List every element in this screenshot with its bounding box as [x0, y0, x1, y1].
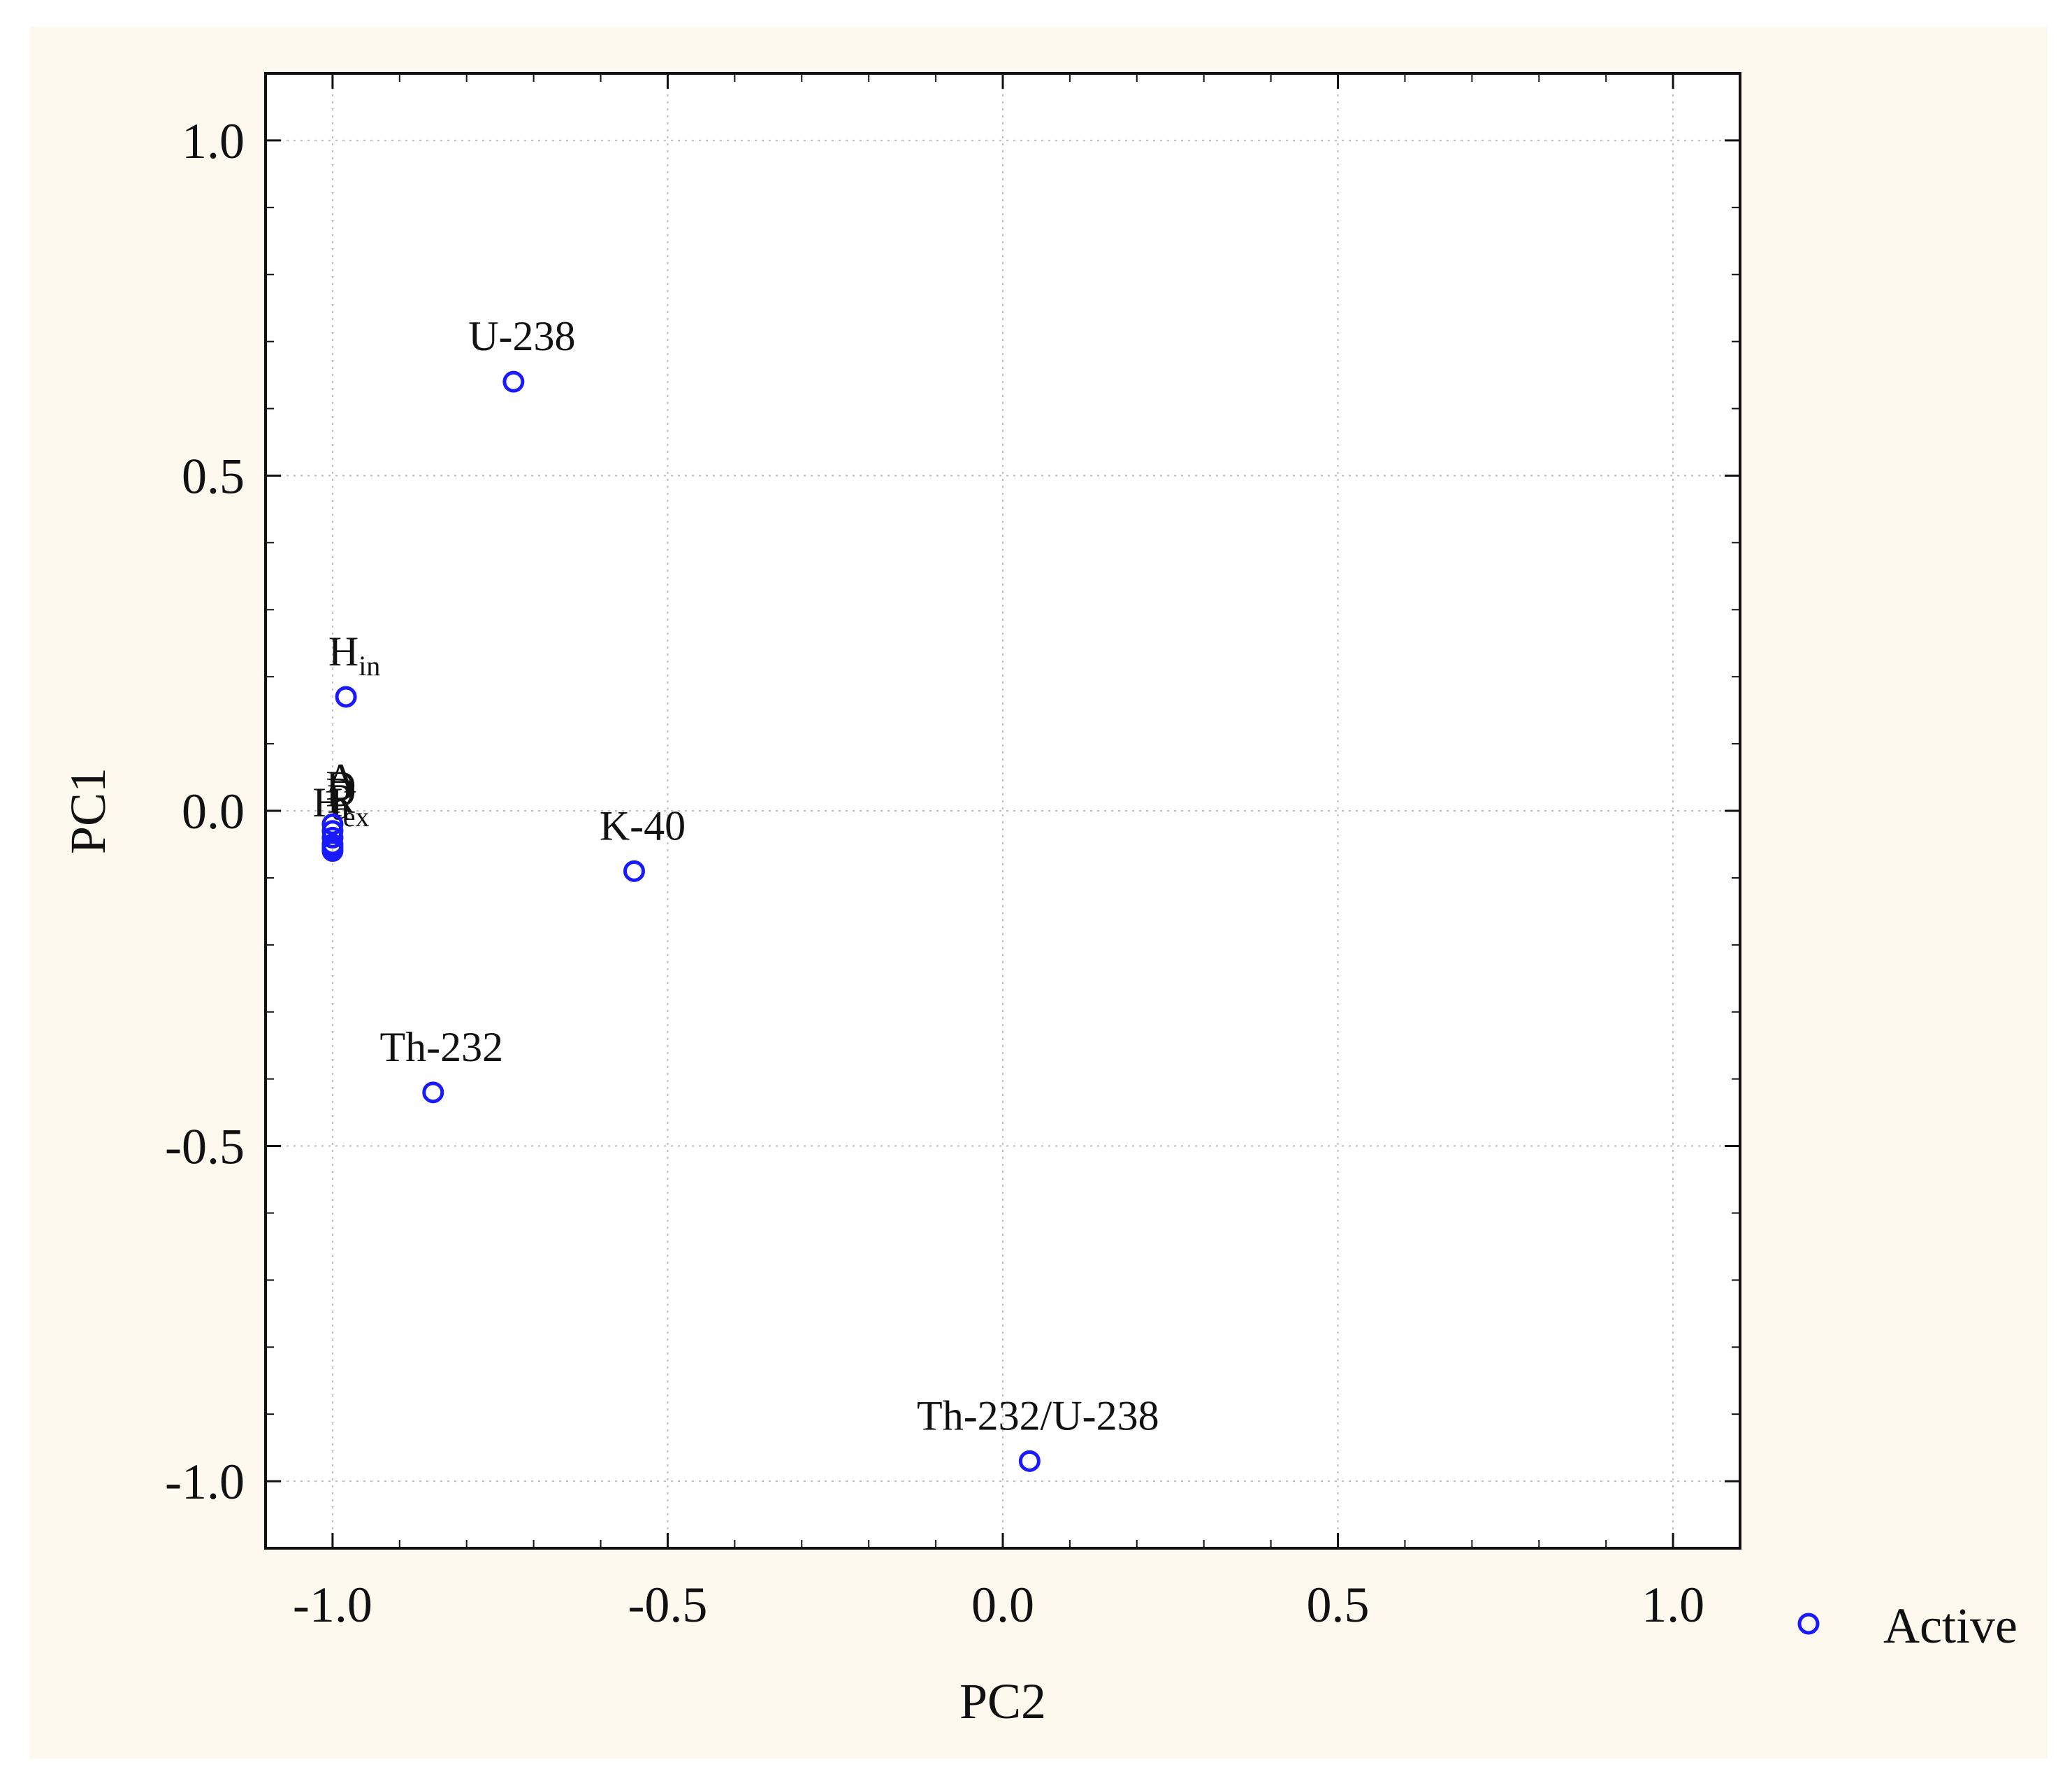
x-tick-label: 0.0: [971, 1577, 1034, 1633]
data-points: [321, 370, 1041, 1472]
y-axis-label: PC1: [60, 767, 116, 854]
data-point: [502, 370, 525, 393]
data-point: [422, 1081, 444, 1104]
gridlines: [266, 73, 1740, 1548]
data-point: [321, 826, 344, 849]
point-label: K-40: [600, 802, 686, 849]
data-point: [321, 813, 344, 835]
x-tick-label: 1.0: [1642, 1577, 1704, 1633]
tick-labels: -1.0 -0.5 0.0 0.5 1.0 -1.0 -0.5 0.0 0.5 1.0: [165, 113, 1704, 1633]
point-label: U-238: [468, 313, 575, 359]
legend-label-active: Active: [1883, 1598, 2017, 1654]
data-point: [321, 840, 344, 863]
point-label-subscript: ex: [343, 801, 370, 832]
x-axis-label: PC2: [959, 1673, 1046, 1729]
data-point: [623, 860, 645, 882]
x-tick-label: -0.5: [628, 1577, 707, 1633]
y-tick-label: -1.0: [165, 1454, 245, 1510]
point-label: Th-232/U-238: [917, 1392, 1159, 1438]
point-label: D: [326, 769, 356, 815]
x-tick-label: -1.0: [293, 1577, 372, 1633]
y-tick-label: 1.0: [182, 113, 245, 169]
data-point: [335, 686, 357, 708]
plot-area-background: [266, 73, 1740, 1548]
point-label-subscript: in: [358, 650, 380, 682]
point-label: D: [326, 763, 356, 809]
point-label: A: [326, 756, 356, 802]
legend: Active: [1797, 1598, 2017, 1654]
x-tick-label: 0.5: [1307, 1577, 1370, 1633]
major-ticks: [266, 73, 1740, 1548]
y-tick-label: 0.0: [182, 784, 245, 839]
legend-marker-active: [1797, 1613, 1820, 1635]
data-point: [1018, 1450, 1041, 1472]
y-tick-label: -0.5: [165, 1119, 245, 1175]
y-tick-label: 0.5: [182, 448, 245, 504]
point-label: Th-232: [379, 1024, 503, 1070]
